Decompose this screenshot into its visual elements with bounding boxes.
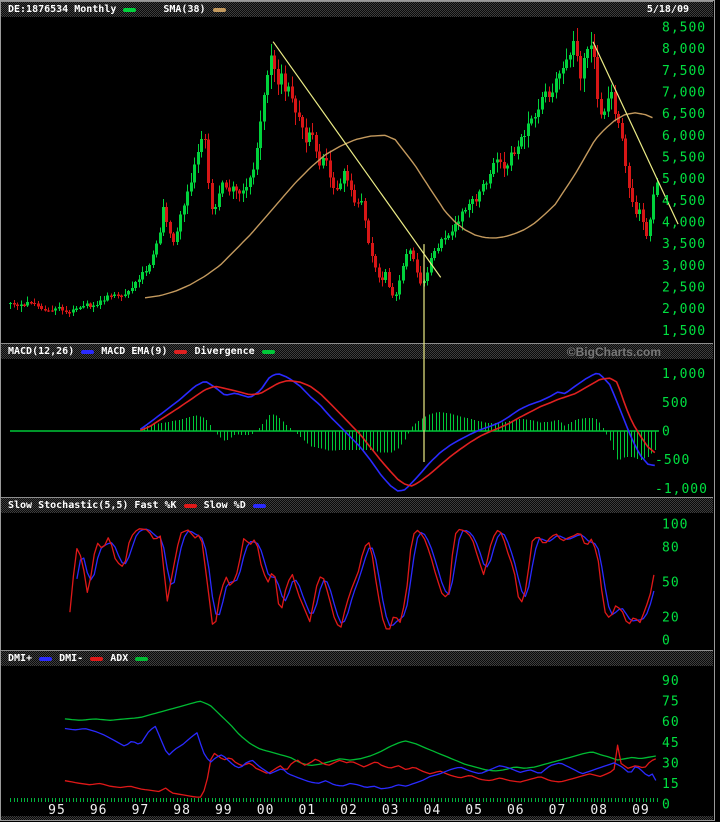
price-series-swatch-icon	[123, 7, 137, 12]
svg-text:98: 98	[173, 803, 191, 818]
svg-text:7,500: 7,500	[662, 64, 706, 79]
stochastic-d-label: Slow %D	[203, 500, 246, 511]
dmi-plus-label: DMI+	[8, 653, 33, 664]
macd-panel-header: MACD(12,26) MACD EMA(9) Divergence ©BigC…	[1, 343, 713, 359]
svg-text:1,500: 1,500	[662, 324, 706, 339]
svg-text:03: 03	[382, 803, 400, 818]
stochastic-k-label: Slow Stochastic(5,5) Fast %K	[8, 500, 177, 511]
svg-text:-500: -500	[655, 453, 690, 468]
svg-text:30: 30	[662, 756, 680, 771]
svg-text:60: 60	[662, 715, 680, 730]
svg-text:00: 00	[257, 803, 275, 818]
svg-text:1,000: 1,000	[662, 367, 706, 382]
svg-text:0: 0	[662, 634, 671, 649]
svg-text:05: 05	[465, 803, 483, 818]
bottom-strip	[1, 816, 713, 821]
adx-swatch-icon	[135, 656, 149, 661]
svg-text:97: 97	[132, 803, 150, 818]
svg-text:0: 0	[662, 798, 671, 813]
x-axis	[10, 798, 658, 802]
svg-text:6,500: 6,500	[662, 107, 706, 122]
dmi-panel: 90 75 60 45 30 15 0	[64, 674, 680, 813]
svg-text:01: 01	[298, 803, 316, 818]
stochastic-k-swatch-icon	[183, 503, 197, 508]
adx-label: ADX	[110, 653, 129, 664]
macd-ema-label: MACD EMA(9)	[101, 346, 168, 357]
svg-text:-1,000: -1,000	[655, 482, 708, 497]
svg-text:2,500: 2,500	[662, 281, 706, 296]
svg-text:8,000: 8,000	[662, 42, 706, 57]
svg-text:3,000: 3,000	[662, 259, 706, 274]
price-panel	[9, 27, 659, 317]
svg-text:95: 95	[48, 803, 66, 818]
svg-text:06: 06	[507, 803, 525, 818]
divergence-histogram	[140, 412, 656, 460]
svg-text:08: 08	[590, 803, 608, 818]
svg-text:96: 96	[90, 803, 108, 818]
svg-text:7,000: 7,000	[662, 86, 706, 101]
svg-text:02: 02	[340, 803, 358, 818]
svg-text:8,500: 8,500	[662, 21, 706, 36]
svg-text:50: 50	[662, 576, 680, 591]
divergence-label: Divergence	[194, 346, 255, 357]
macd-label: MACD(12,26)	[8, 346, 75, 357]
dmi-minus-swatch-icon	[90, 656, 104, 661]
svg-text:90: 90	[662, 674, 680, 689]
svg-text:75: 75	[662, 695, 680, 710]
svg-text:100: 100	[662, 518, 688, 533]
svg-text:4,500: 4,500	[662, 194, 706, 209]
svg-text:07: 07	[549, 803, 567, 818]
svg-text:20: 20	[662, 610, 680, 625]
svg-text:5,000: 5,000	[662, 172, 706, 187]
macd-line-swatch-icon	[81, 349, 95, 354]
sma-swatch-icon	[212, 7, 226, 12]
svg-text:99: 99	[215, 803, 233, 818]
price-panel-header: DE:1876534 Monthly SMA(38) 5/18/09	[1, 1, 713, 17]
stochastic-panel-header: Slow Stochastic(5,5) Fast %K Slow %D	[1, 497, 713, 513]
svg-text:45: 45	[662, 736, 680, 751]
svg-text:80: 80	[662, 541, 680, 556]
svg-text:2,000: 2,000	[662, 302, 706, 317]
sma-label: SMA(38)	[163, 4, 206, 15]
svg-text:15: 15	[662, 777, 680, 792]
divergence-swatch-icon	[261, 349, 275, 354]
dmi-plus-swatch-icon	[39, 656, 53, 661]
svg-text:6,000: 6,000	[662, 129, 706, 144]
stochastic-panel: 100 80 50 20 0	[69, 518, 688, 649]
svg-text:09: 09	[632, 803, 650, 818]
symbol-label: DE:1876534 Monthly	[8, 4, 117, 15]
macd-panel: 1,000 500 0 -500 -1,000	[10, 367, 708, 497]
bigcharts-watermark: ©BigCharts.com	[566, 344, 661, 359]
svg-text:04: 04	[424, 803, 442, 818]
macd-signal-swatch-icon	[174, 349, 188, 354]
chart-date: 5/18/09	[646, 4, 689, 15]
dmi-panel-header: DMI+ DMI- ADX	[1, 650, 713, 666]
svg-text:4,000: 4,000	[662, 216, 706, 231]
dmi-minus-label: DMI-	[59, 653, 84, 664]
svg-text:500: 500	[662, 396, 688, 411]
svg-text:5,500: 5,500	[662, 151, 706, 166]
stochastic-d-swatch-icon	[252, 503, 266, 508]
svg-text:3,500: 3,500	[662, 237, 706, 252]
svg-text:0: 0	[662, 425, 671, 440]
